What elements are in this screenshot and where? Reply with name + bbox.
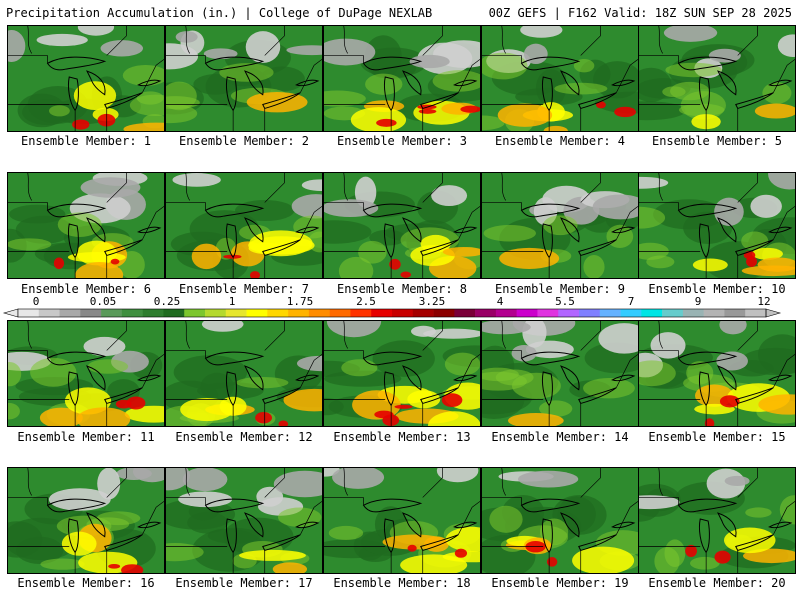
colorbar-swatch [599, 309, 621, 317]
ensemble-member-label: Ensemble Member: 2 [178, 134, 310, 148]
ensemble-member-label: Ensemble Member: 19 [491, 576, 629, 590]
ensemble-panel-12 [165, 320, 323, 427]
ensemble-panel-9 [481, 172, 639, 279]
colorbar-swatch [288, 309, 310, 317]
ensemble-member-label: Ensemble Member: 15 [648, 430, 786, 444]
ensemble-panel-19 [481, 467, 639, 574]
ensemble-panel-3 [323, 25, 481, 132]
colorbar-max-arrow [765, 308, 782, 318]
colorbar-tick-label: 12 [757, 295, 770, 308]
colorbar-swatch [38, 309, 60, 317]
colorbar-tick-label: 2.5 [356, 295, 376, 308]
colorbar-swatch [495, 309, 517, 317]
colorbar-swatch [371, 309, 393, 317]
ensemble-panel-7 [165, 172, 323, 279]
ensemble-member-label: Ensemble Member: 11 [17, 430, 155, 444]
colorbar-swatch [579, 309, 601, 317]
ensemble-member-label: Ensemble Member: 6 [20, 282, 152, 296]
ensemble-member-label: Ensemble Member: 5 [651, 134, 783, 148]
ensemble-member-label: Ensemble Member: 1 [20, 134, 152, 148]
colorbar-swatch [59, 309, 81, 317]
colorbar-tick-label: 0.25 [154, 295, 181, 308]
colorbar-swatch [475, 309, 497, 317]
colorbar-tick-label: 1.75 [287, 295, 314, 308]
colorbar-tick-label: 3.25 [419, 295, 446, 308]
colorbar-swatch [662, 309, 684, 317]
colorbar-swatch [329, 309, 351, 317]
ensemble-panel-6 [7, 172, 165, 279]
colorbar-swatch [412, 309, 434, 317]
colorbar-swatch [121, 309, 143, 317]
ensemble-panel-18 [323, 467, 481, 574]
ensemble-member-label: Ensemble Member: 13 [333, 430, 471, 444]
ensemble-panel-14 [481, 320, 639, 427]
ensemble-member-label: Ensemble Member: 20 [648, 576, 786, 590]
ensemble-member-label: Ensemble Member: 16 [17, 576, 155, 590]
colorbar-swatch [163, 309, 185, 317]
ensemble-panel-8 [323, 172, 481, 279]
ensemble-panel-10 [638, 172, 796, 279]
map-title: Precipitation Accumulation (in.) | Colle… [6, 6, 433, 20]
colorbar-swatch [184, 309, 206, 317]
precip-colorbar: 0 0.05 0.25 1 1.75 2.5 3.25 4 5.5 7 9 12 [2, 295, 782, 318]
ensemble-member-label: Ensemble Member: 7 [178, 282, 310, 296]
colorbar-swatch [724, 309, 746, 317]
colorbar-swatch [350, 309, 372, 317]
ensemble-panel-17 [165, 467, 323, 574]
colorbar-swatch [142, 309, 164, 317]
ensemble-panel-11 [7, 320, 165, 427]
ensemble-member-label: Ensemble Member: 10 [648, 282, 786, 296]
colorbar-tick-label: 9 [695, 295, 702, 308]
colorbar-tick-label: 7 [628, 295, 635, 308]
colorbar-swatch [308, 309, 330, 317]
colorbar-swatch [205, 309, 227, 317]
colorbar-swatch [558, 309, 580, 317]
colorbar-swatch [392, 309, 414, 317]
colorbar-swatch [101, 309, 123, 317]
ensemble-panel-13 [323, 320, 481, 427]
colorbar-swatch [745, 309, 767, 317]
ensemble-member-label: Ensemble Member: 9 [494, 282, 626, 296]
ensemble-member-label: Ensemble Member: 3 [336, 134, 468, 148]
ensemble-member-label: Ensemble Member: 17 [175, 576, 313, 590]
ensemble-panel-2 [165, 25, 323, 132]
ensemble-panel-4 [481, 25, 639, 132]
colorbar-swatch [246, 309, 268, 317]
colorbar-tick-label: 0.05 [90, 295, 117, 308]
colorbar-swatch [225, 309, 247, 317]
ensemble-panel-5 [638, 25, 796, 132]
colorbar-min-arrow [2, 308, 19, 318]
colorbar-swatch [641, 309, 663, 317]
ensemble-member-label: Ensemble Member: 18 [333, 576, 471, 590]
colorbar-swatch [267, 309, 289, 317]
colorbar-tick-label: 4 [497, 295, 504, 308]
ensemble-panel-15 [638, 320, 796, 427]
ensemble-member-label: Ensemble Member: 12 [175, 430, 313, 444]
colorbar-swatch [537, 309, 559, 317]
ensemble-panel-1 [7, 25, 165, 132]
ensemble-panel-20 [638, 467, 796, 574]
ensemble-member-label: Ensemble Member: 8 [336, 282, 468, 296]
colorbar-tick-label: 1 [229, 295, 236, 308]
ensemble-member-label: Ensemble Member: 4 [494, 134, 626, 148]
colorbar-swatch [620, 309, 642, 317]
model-valid-time: 00Z GEFS | F162 Valid: 18Z SUN SEP 28 20… [488, 6, 792, 20]
colorbar-swatch [18, 309, 40, 317]
colorbar-swatch [516, 309, 538, 317]
colorbar-swatch [682, 309, 704, 317]
colorbar-swatch [433, 309, 455, 317]
colorbar-tick-label: 5.5 [555, 295, 575, 308]
ensemble-member-label: Ensemble Member: 14 [491, 430, 629, 444]
colorbar-swatch [454, 309, 476, 317]
colorbar-tick-label: 0 [33, 295, 40, 308]
colorbar-swatch [80, 309, 102, 317]
colorbar-swatch [703, 309, 725, 317]
ensemble-panel-16 [7, 467, 165, 574]
